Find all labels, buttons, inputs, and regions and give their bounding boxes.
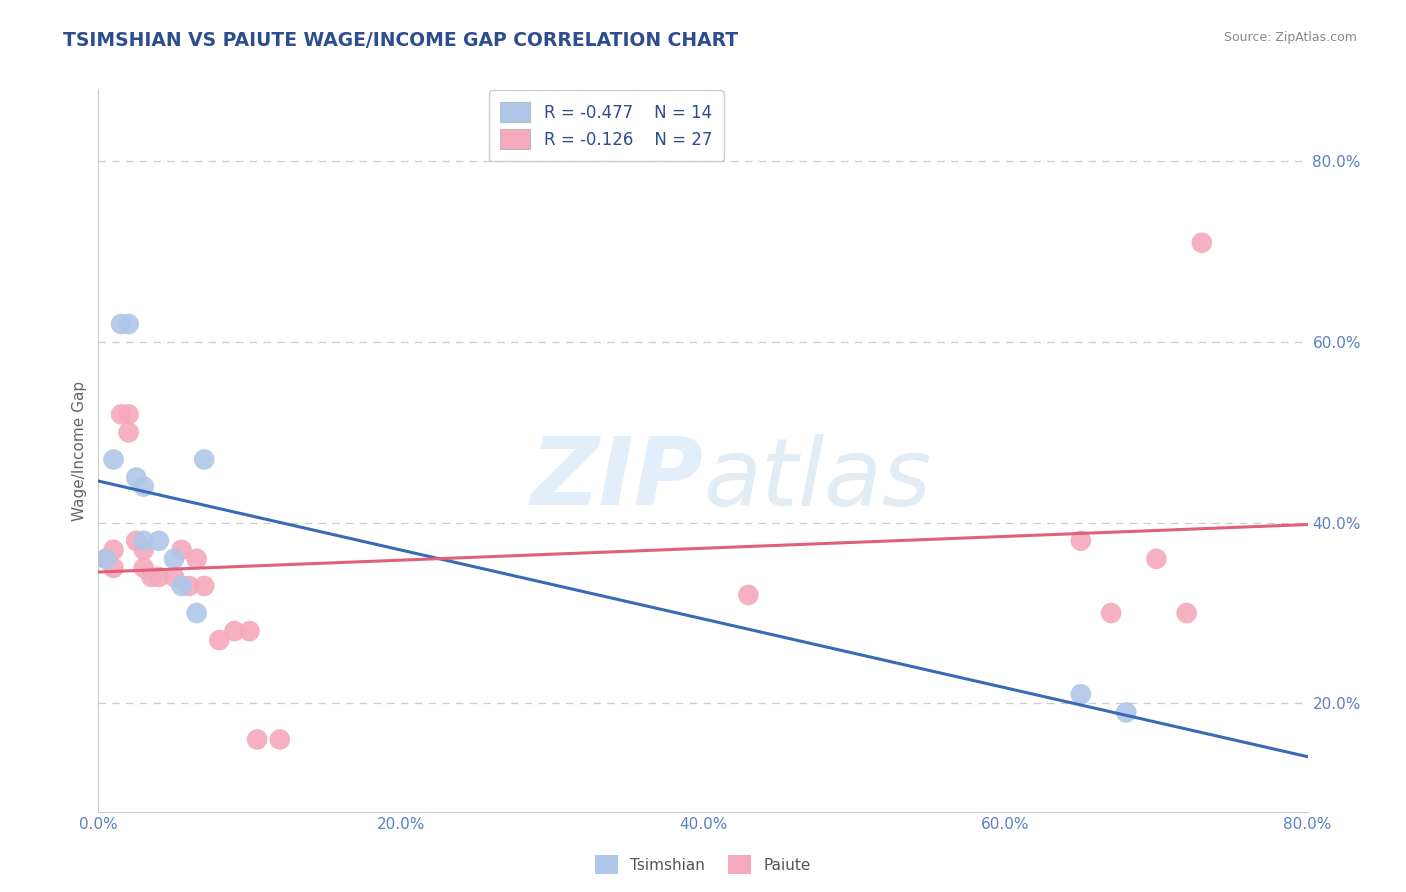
Point [141, 570, 163, 584]
Point [125, 533, 148, 548]
Point [246, 732, 269, 747]
Point [132, 542, 155, 557]
Point [103, 561, 125, 575]
Point [1175, 606, 1198, 620]
Point [1099, 606, 1122, 620]
Text: Source: ZipAtlas.com: Source: ZipAtlas.com [1223, 31, 1357, 45]
Point [118, 425, 141, 440]
Point [163, 570, 186, 584]
Legend: R = -0.477    N = 14, R = -0.126    N = 27: R = -0.477 N = 14, R = -0.126 N = 27 [489, 90, 724, 161]
Point [170, 579, 193, 593]
Point [224, 624, 246, 639]
Point [94, 551, 117, 566]
Point [103, 452, 125, 467]
Point [103, 542, 125, 557]
Point [737, 588, 759, 602]
Point [208, 633, 231, 648]
Text: TSIMSHIAN VS PAIUTE WAGE/INCOME GAP CORRELATION CHART: TSIMSHIAN VS PAIUTE WAGE/INCOME GAP CORR… [63, 31, 738, 50]
Point [239, 624, 262, 639]
Point [1191, 235, 1213, 250]
Point [118, 317, 141, 331]
Point [186, 551, 208, 566]
Point [118, 407, 141, 421]
Point [193, 579, 215, 593]
Point [148, 570, 170, 584]
Point [132, 533, 155, 548]
Point [163, 551, 186, 566]
Point [110, 407, 132, 421]
Point [193, 452, 215, 467]
Point [1070, 533, 1092, 548]
Text: atlas: atlas [703, 434, 931, 524]
Point [148, 533, 170, 548]
Point [1115, 706, 1137, 720]
Point [269, 732, 291, 747]
Point [179, 579, 201, 593]
Point [125, 470, 148, 484]
Legend: Tsimshian, Paiute: Tsimshian, Paiute [589, 849, 817, 880]
Point [132, 561, 155, 575]
Point [1070, 687, 1092, 701]
Point [1144, 551, 1167, 566]
Point [110, 317, 132, 331]
Point [186, 606, 208, 620]
Y-axis label: Wage/Income Gap: Wage/Income Gap [72, 380, 87, 521]
Point [132, 480, 155, 494]
Point [170, 542, 193, 557]
Text: ZIP: ZIP [530, 434, 703, 525]
Point [94, 551, 117, 566]
